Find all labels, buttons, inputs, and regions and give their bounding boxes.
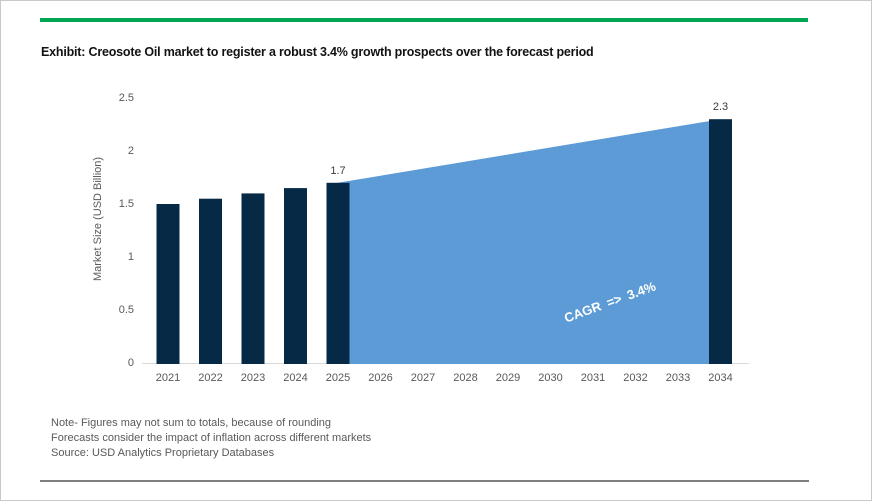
- x-tick-label-2030: 2030: [538, 372, 563, 384]
- x-tick-label-2033: 2033: [665, 372, 691, 384]
- forecast-area: [338, 119, 721, 364]
- x-tick-label-2024: 2024: [283, 372, 308, 384]
- bar-2024: [284, 188, 307, 364]
- x-tick-label-2028: 2028: [453, 372, 478, 384]
- x-tick-label-2022: 2022: [198, 372, 223, 384]
- bar-2022: [199, 198, 222, 364]
- bar-data-label-2034: 2.3: [712, 101, 729, 114]
- y-tick-label-0: 0: [127, 357, 134, 369]
- x-tick-label-2025: 2025: [325, 372, 351, 384]
- y-tick-label-0.5: 0.5: [118, 304, 134, 316]
- x-tick-label-2032: 2032: [623, 372, 648, 384]
- bar-2025: [326, 182, 350, 364]
- note-line-3: Source: USD Analytics Proprietary Databa…: [51, 447, 275, 459]
- exhibit-title: Exhibit: Creosote Oil market to register…: [41, 45, 594, 59]
- x-tick-label-2031: 2031: [580, 372, 606, 384]
- bottom-rule: [40, 480, 809, 482]
- y-tick-label-2.5: 2.5: [118, 92, 134, 104]
- x-tick-label-2021: 2021: [155, 372, 181, 384]
- x-tick-label-2026: 2026: [368, 372, 393, 384]
- x-tick-label-2029: 2029: [495, 372, 521, 384]
- y-tick-label-1: 1: [127, 251, 134, 263]
- bar-2034: [709, 119, 732, 364]
- bar-2021: [156, 204, 180, 364]
- y-tick-label-2: 2: [127, 145, 134, 157]
- x-tick-label-2034: 2034: [708, 372, 733, 384]
- footnotes: Note- Figures may not sum to totals, bec…: [51, 416, 371, 461]
- x-tick-label-2027: 2027: [410, 372, 436, 384]
- bar-data-label-2025: 1.7: [330, 164, 346, 177]
- note-line-1: Note- Figures may not sum to totals, bec…: [51, 417, 332, 429]
- note-line-2: Forecasts consider the impact of inflati…: [51, 432, 372, 444]
- x-tick-label-2023: 2023: [240, 372, 266, 384]
- y-tick-label-1.5: 1.5: [118, 198, 134, 210]
- y-axis-title: Market Size (USD Billion): [92, 156, 104, 282]
- bar-2023: [241, 193, 265, 364]
- top-accent-rule: [40, 18, 808, 22]
